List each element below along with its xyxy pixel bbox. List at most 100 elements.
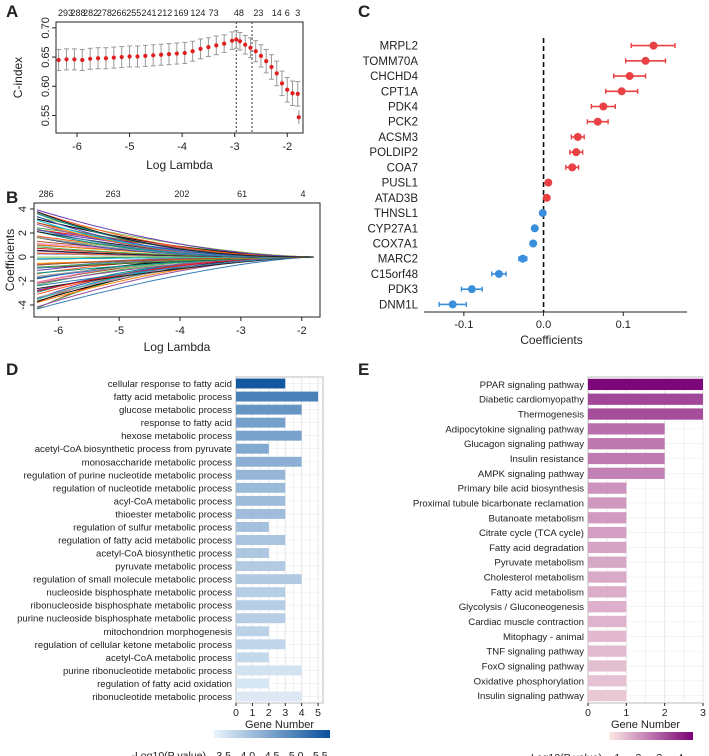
coefficient-point xyxy=(625,72,634,81)
term-label: regulation of fatty acid metabolic proce… xyxy=(58,536,232,547)
cindex-point xyxy=(111,55,116,60)
cindex-point xyxy=(229,38,235,43)
top-count-label: 4 xyxy=(300,189,305,199)
y-tick-label: 0 xyxy=(17,254,29,260)
term-label: regulation of sulfur metabolic process xyxy=(73,522,232,533)
coefficient-point xyxy=(573,132,582,141)
cindex-point xyxy=(214,43,219,48)
cindex-point xyxy=(222,41,227,46)
enrichment-bar xyxy=(236,613,286,624)
y-tick-label: -4 xyxy=(17,300,29,310)
term-label: Adipocytokine signaling pathway xyxy=(445,424,584,435)
term-label: Insulin signaling pathway xyxy=(477,691,584,702)
coefficient-point xyxy=(544,178,553,187)
enrichment-bar xyxy=(236,482,286,493)
x-tick-label: 1 xyxy=(623,707,629,719)
top-count-label: 169 xyxy=(174,8,189,18)
coefficient-point xyxy=(617,87,626,96)
cindex-point xyxy=(182,50,187,56)
cindex-point xyxy=(88,56,93,61)
x-tick-label: -6 xyxy=(72,141,82,153)
enrichment-bar xyxy=(236,508,286,519)
term-label: Cardiac muscle contraction xyxy=(468,617,584,628)
enrichment-bar xyxy=(588,586,627,598)
top-count-label: 73 xyxy=(209,8,219,18)
legend-tick-label: 3.5 xyxy=(216,750,231,756)
coefficient-path-line xyxy=(36,211,314,258)
cindex-point xyxy=(285,87,290,92)
term-label: acetyl-CoA biosynthetic process xyxy=(96,549,232,560)
top-count-label: 202 xyxy=(174,189,189,199)
term-label: regulation of fatty acid oxidation xyxy=(97,679,232,690)
term-label: TNF signaling pathway xyxy=(486,647,584,658)
term-label: regulation of small molecule metabolic p… xyxy=(33,575,232,586)
legend-tick-label: 3 xyxy=(656,752,662,756)
term-label: Diabetic cardiomyopathy xyxy=(479,395,584,406)
gene-label: TOMM70A xyxy=(363,56,419,68)
top-count-label: 286 xyxy=(39,189,54,199)
panel-letter-b: B xyxy=(6,188,18,207)
legend-colorbar xyxy=(609,732,693,740)
term-label: acetyl-CoA biosynthetic process from pyr… xyxy=(35,444,232,455)
term-label: regulation of purine nucleotide metaboli… xyxy=(23,470,232,481)
cindex-point xyxy=(80,57,85,63)
gene-label: C15orf48 xyxy=(371,269,418,281)
x-tick-label: -3 xyxy=(230,141,240,153)
y-tick-label: -2 xyxy=(17,276,29,286)
enrichment-bar xyxy=(588,675,627,687)
enrichment-bar xyxy=(236,417,286,428)
cindex-point xyxy=(253,49,258,54)
x-tick-label: -4 xyxy=(175,325,185,337)
coefficient-point xyxy=(542,193,551,202)
enrichment-bar xyxy=(236,391,319,402)
enrichment-bar xyxy=(588,526,627,539)
enrichment-bar xyxy=(588,689,627,702)
cindex-point xyxy=(127,54,132,59)
enrichment-bar xyxy=(588,408,703,420)
gene-label: CPT1A xyxy=(381,86,418,98)
cindex-point xyxy=(206,45,211,50)
enrichment-bar xyxy=(236,522,269,532)
top-count-label: 282 xyxy=(83,8,98,18)
x-tick-label: 4 xyxy=(299,707,305,719)
gene-label: THNSL1 xyxy=(374,208,418,220)
enrichment-bar xyxy=(588,393,703,405)
enrichment-bar xyxy=(236,443,269,454)
top-count-label: 293 xyxy=(58,8,73,18)
term-label: Proximal tubule bicarbonate reclamation xyxy=(413,498,584,509)
cindex-point xyxy=(72,57,77,62)
gene-label: CYP27A1 xyxy=(367,223,418,235)
gene-label: COX7A1 xyxy=(373,239,418,251)
coefficient-point xyxy=(641,56,650,65)
cindex-point xyxy=(295,91,300,96)
enrichment-bar xyxy=(588,556,627,568)
panel-e-kegg-enrichment-chart: PPAR signaling pathway Diabetic cardiomyo… xyxy=(413,376,706,756)
x-tick-label: 0 xyxy=(233,707,239,719)
term-label: ribonucleoside bisphosphate metabolic pr… xyxy=(30,601,232,612)
x-tick-label: 1 xyxy=(249,707,255,719)
gene-label: CHCHD4 xyxy=(370,71,419,83)
term-label: Glucagon signaling pathway xyxy=(464,439,584,450)
plot-frame xyxy=(33,202,321,318)
legend-colorbar xyxy=(214,730,330,738)
y-tick-label: 0.65 xyxy=(40,46,52,67)
term-label: monosaccharide metabolic process xyxy=(82,457,233,468)
term-label: Butanoate metabolism xyxy=(489,513,584,524)
enrichment-bar xyxy=(236,430,302,441)
enrichment-bar xyxy=(588,378,703,391)
coefficient-path-line xyxy=(36,211,314,258)
x-axis-label: Log Lambda xyxy=(146,158,213,172)
top-count-label: 288 xyxy=(71,8,86,18)
enrichment-bar xyxy=(236,691,302,702)
x-axis-label: Gene Number xyxy=(245,719,314,731)
term-label: Mitophagy - animal xyxy=(503,632,584,643)
x-tick-label: 5 xyxy=(315,707,321,719)
x-tick-label: 3 xyxy=(282,707,288,719)
top-count-label: 48 xyxy=(234,8,244,18)
legend-tick-label: 5.0 xyxy=(289,750,304,756)
y-axis-label: Coefficients xyxy=(3,229,17,291)
legend-tick-label: 4 xyxy=(677,752,683,756)
term-label: Fatty acid metabolism xyxy=(491,587,584,598)
term-label: Thermogenesis xyxy=(518,410,584,421)
